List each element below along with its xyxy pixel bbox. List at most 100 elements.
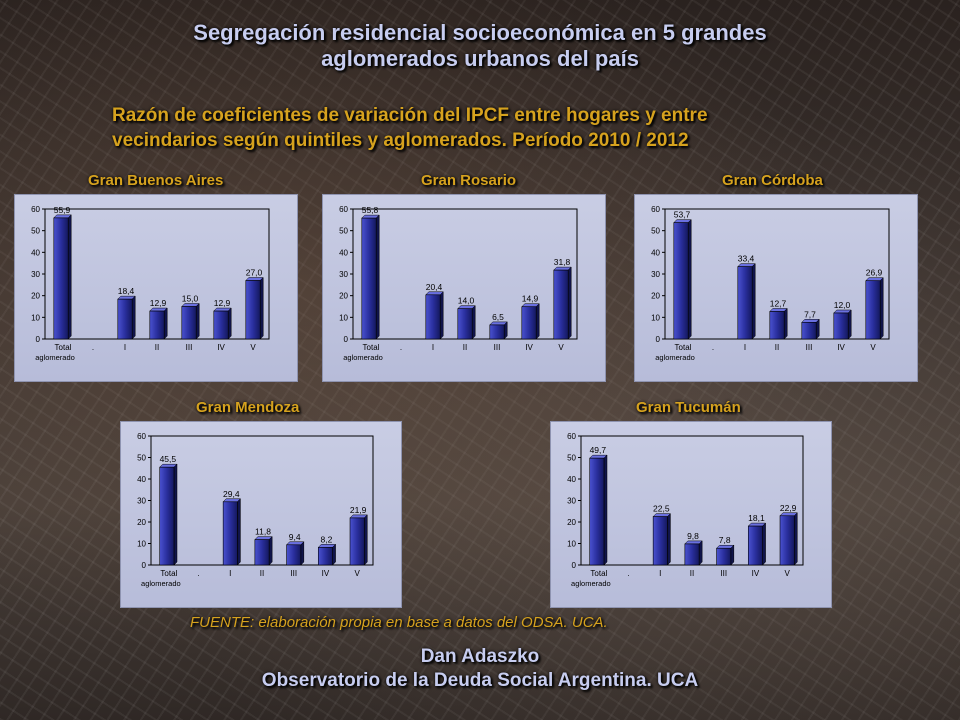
bar-gran-mendoza xyxy=(159,466,175,566)
bar-gran-rosario xyxy=(489,324,505,340)
bar-gran-buenos-aires xyxy=(53,217,69,340)
x-tick-label: . xyxy=(400,343,402,352)
y-tick-label: 50 xyxy=(339,227,348,236)
chart-title-gran-tucuman: Gran Tucumán xyxy=(636,399,741,416)
bar-side-gran-buenos-aires xyxy=(131,295,136,340)
bar-gran-mendoza xyxy=(286,544,302,566)
bar-gran-cordoba xyxy=(865,280,881,340)
bar-gran-tucuman xyxy=(747,525,763,566)
x-tick-label: Total xyxy=(363,343,380,352)
bar-gran-mendoza xyxy=(222,501,238,566)
x-tick-label: III xyxy=(494,343,501,352)
x-tick-label: aglomerado xyxy=(343,353,383,362)
data-label: 12,9 xyxy=(150,298,167,308)
bar-gran-rosario xyxy=(425,294,441,340)
y-tick-label: 60 xyxy=(651,205,660,214)
y-tick-label: 0 xyxy=(572,561,577,570)
bar-side-gran-buenos-aires xyxy=(67,214,72,340)
bar-side-gran-mendoza xyxy=(268,536,273,566)
bar-gran-cordoba xyxy=(801,322,817,340)
y-tick-label: 60 xyxy=(567,432,576,441)
x-tick-label: V xyxy=(354,569,360,578)
bar-gran-rosario xyxy=(457,308,473,340)
bar-side-gran-tucuman xyxy=(698,540,703,566)
x-tick-label: . xyxy=(712,343,714,352)
page-subtitle-line1: Razón de coeficientes de variación del I… xyxy=(112,105,708,126)
y-tick-label: 0 xyxy=(344,335,349,344)
x-tick-label: I xyxy=(432,343,434,352)
x-tick-label: III xyxy=(720,569,727,578)
bar-gran-buenos-aires xyxy=(213,310,229,340)
x-tick-label: II xyxy=(463,343,467,352)
data-label: 22,5 xyxy=(653,504,670,514)
chart-panel-gran-cordoba: 0 10 20 30 40 50 60 Total aglomerado 53,7. I 33,4 II… xyxy=(634,194,918,382)
data-label: 14,9 xyxy=(522,294,539,304)
x-tick-label: aglomerado xyxy=(571,579,611,588)
bar-side-gran-mendoza xyxy=(364,514,368,566)
y-tick-label: 10 xyxy=(137,540,146,549)
y-tick-label: 50 xyxy=(567,454,576,463)
x-tick-label: I xyxy=(124,343,126,352)
bar-gran-buenos-aires xyxy=(181,306,197,340)
data-label: 29,4 xyxy=(223,489,240,499)
bar-gran-mendoza xyxy=(349,517,365,566)
data-label: 31,8 xyxy=(554,257,571,267)
data-label: 22,9 xyxy=(780,503,797,513)
bar-gran-cordoba xyxy=(833,312,849,340)
y-tick-label: 40 xyxy=(567,475,576,484)
bar-side-gran-rosario xyxy=(567,266,572,340)
bar-gran-tucuman xyxy=(589,457,605,566)
bar-side-gran-buenos-aires xyxy=(259,276,264,340)
bar-gran-rosario xyxy=(361,217,377,340)
x-tick-label: I xyxy=(229,569,231,578)
data-label: 12,0 xyxy=(834,300,851,310)
bar-side-gran-cordoba xyxy=(687,219,692,340)
x-tick-label: II xyxy=(775,343,779,352)
y-tick-label: 60 xyxy=(137,432,146,441)
page-title: Segregación residencial socioeconómica e… xyxy=(0,20,960,72)
y-tick-label: 50 xyxy=(651,227,660,236)
data-label: 18,1 xyxy=(748,513,765,523)
y-tick-label: 40 xyxy=(137,475,146,484)
y-tick-label: 0 xyxy=(656,335,661,344)
y-tick-label: 20 xyxy=(31,292,40,301)
x-tick-label: IV xyxy=(217,343,225,352)
page-title-line2: aglomerados urbanos del país xyxy=(321,46,639,71)
data-label: 55,8 xyxy=(362,205,379,215)
data-label: 20,4 xyxy=(426,282,443,292)
x-tick-label: Total xyxy=(590,569,607,578)
x-tick-label: Total xyxy=(55,343,72,352)
bar-gran-rosario xyxy=(521,306,537,340)
bar-gran-rosario xyxy=(553,269,569,340)
data-label: 6,5 xyxy=(492,312,504,322)
bar-gran-cordoba xyxy=(769,311,785,340)
bar-side-gran-cordoba xyxy=(879,277,884,340)
author-name: Dan Adaszko xyxy=(420,646,540,667)
data-label: 9,4 xyxy=(289,532,301,542)
data-label: 12,7 xyxy=(770,298,787,308)
x-tick-label: aglomerado xyxy=(655,353,695,362)
bar-gran-tucuman xyxy=(652,516,668,566)
bar-gran-tucuman xyxy=(716,547,732,566)
bar-side-gran-tucuman xyxy=(794,512,798,566)
chart-panel-gran-mendoza: 0 10 20 30 40 50 60 Total aglomerado 45,5. I 29,4 II… xyxy=(120,421,402,608)
x-tick-label: . xyxy=(627,569,629,578)
bar-side-gran-cordoba xyxy=(783,307,788,340)
bar-gran-cordoba xyxy=(737,266,753,340)
bar-side-gran-tucuman xyxy=(730,544,735,566)
bar-side-gran-rosario xyxy=(439,291,444,340)
page-subtitle-line2: vecindarios según quintiles y aglomerado… xyxy=(112,130,689,151)
x-tick-label: Total xyxy=(160,569,177,578)
bar-gran-cordoba xyxy=(673,222,689,340)
y-tick-label: 30 xyxy=(137,497,146,506)
x-tick-label: II xyxy=(690,569,694,578)
y-tick-label: 0 xyxy=(36,335,41,344)
x-tick-label: IV xyxy=(837,343,845,352)
y-tick-label: 30 xyxy=(339,270,348,279)
x-tick-label: IV xyxy=(322,569,330,578)
x-tick-label: . xyxy=(197,569,199,578)
x-tick-label: III xyxy=(186,343,193,352)
bar-gran-buenos-aires xyxy=(245,280,261,340)
bar-side-gran-cordoba xyxy=(815,318,820,340)
